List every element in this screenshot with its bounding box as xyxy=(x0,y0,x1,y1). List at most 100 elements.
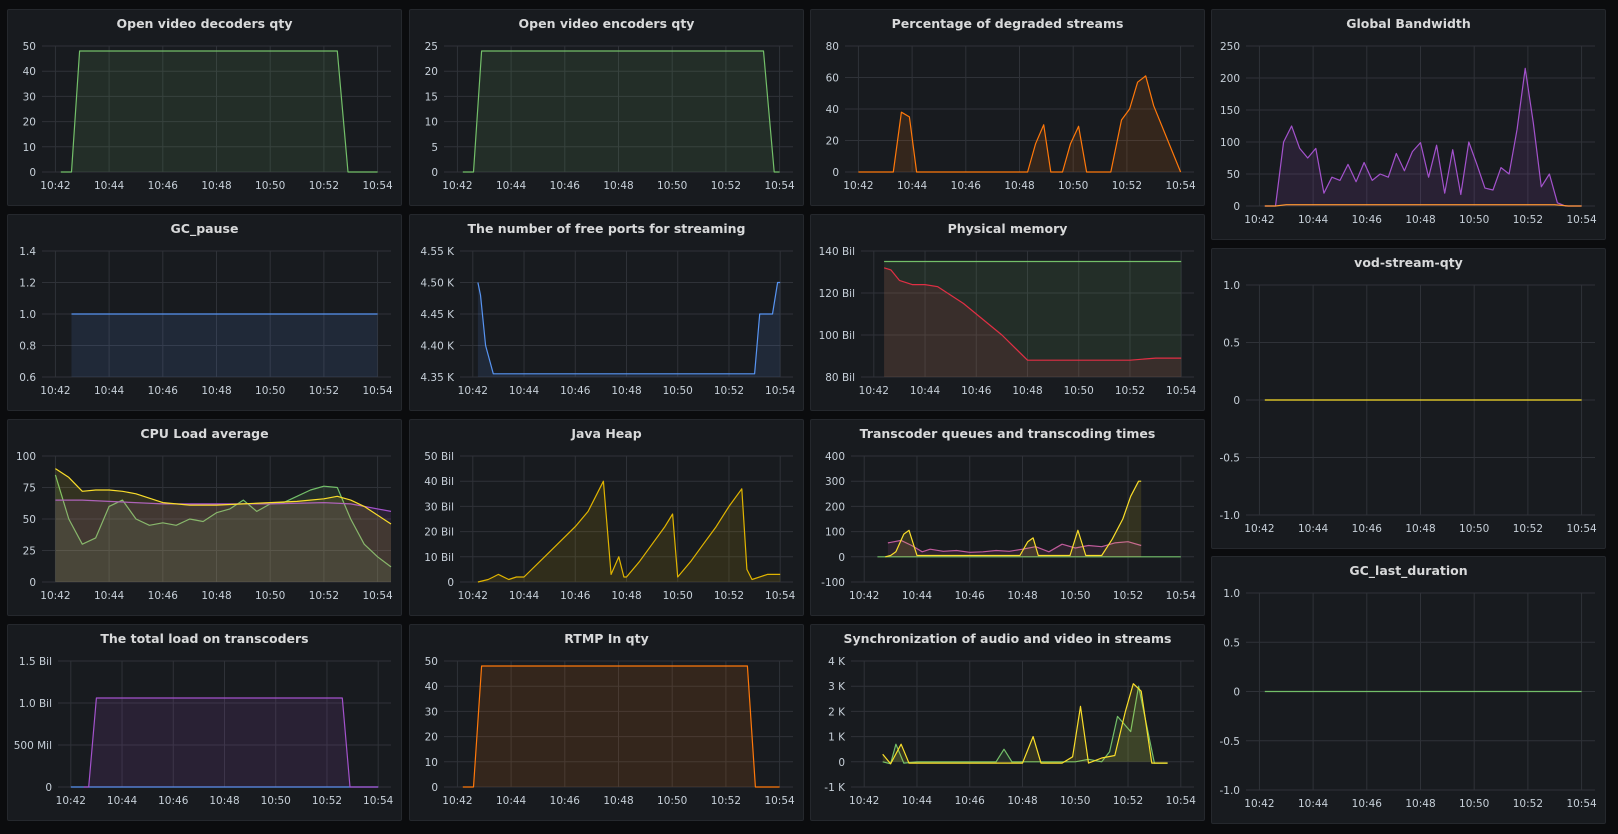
grid xyxy=(42,45,391,173)
x-tick-label: 10:52 xyxy=(714,385,744,397)
panel-title[interactable]: Global Bandwidth xyxy=(1346,16,1471,31)
y-tick-label: 50 xyxy=(1227,169,1240,181)
x-tick-label: 10:52 xyxy=(1513,214,1543,226)
x-tick-label: 10:50 xyxy=(255,590,285,602)
x-tick-label: 10:54 xyxy=(1166,795,1197,807)
y-tick-label: 1.0 xyxy=(1223,280,1240,292)
panel-title[interactable]: Transcoder queues and transcoding times xyxy=(859,426,1156,441)
y-tick-label: 20 xyxy=(425,66,438,78)
x-tick-label: 10:48 xyxy=(603,795,633,807)
series-line-0[interactable] xyxy=(477,480,781,583)
x-tick-label: 10:44 xyxy=(94,590,125,602)
series-line-0[interactable] xyxy=(1264,67,1582,207)
x-tick-label: 10:48 xyxy=(611,385,641,397)
panel-title[interactable]: The number of free ports for streaming xyxy=(467,221,746,236)
x-tick-label: 10:52 xyxy=(309,590,339,602)
y-tick-label: 140 Bil xyxy=(819,246,855,258)
panel-decoders[interactable]: Open video decoders qty 0 10 20 30 40 50 10:42… xyxy=(7,9,402,206)
x-tick-label: 10:42 xyxy=(849,590,879,602)
y-tick-label: -0.5 xyxy=(1220,736,1241,748)
y-tick-label: 0 xyxy=(29,167,36,179)
x-tick-label: 10:42 xyxy=(1244,523,1274,535)
panel-title[interactable]: GC_pause xyxy=(170,221,239,236)
y-tick-label: 50 xyxy=(425,656,438,668)
y-tick-label: 4 K xyxy=(828,656,846,668)
panel-title[interactable]: GC_last_duration xyxy=(1349,563,1468,578)
series-line-0[interactable] xyxy=(882,685,1168,765)
y-tick-label: 30 xyxy=(425,706,438,718)
x-tick-label: 10:42 xyxy=(442,795,472,807)
x-tick-label: 10:54 xyxy=(1566,214,1597,226)
x-tick-label: 10:46 xyxy=(955,590,986,602)
panel-title[interactable]: Physical memory xyxy=(947,221,1068,236)
panel-title[interactable]: Synchronization of audio and video in st… xyxy=(843,631,1172,646)
x-tick-label: 10:52 xyxy=(714,590,744,602)
y-tick-label: -0.5 xyxy=(1220,453,1241,465)
series-line-2[interactable] xyxy=(55,468,392,525)
x-tick-label: 10:54 xyxy=(362,180,393,192)
panel-gc-pause[interactable]: GC_pause 0.6 0.8 1.0 1.2 1.4 10:42 10:44 10:46 1… xyxy=(7,214,402,411)
panel-transcoder-queues[interactable]: Transcoder queues and transcoding times … xyxy=(810,419,1205,616)
series-line-1[interactable] xyxy=(887,539,1142,553)
panel-encoders[interactable]: Open video encoders qty 0 5 10 15 20 25 10:42 1… xyxy=(409,9,804,206)
panel-gc-last-duration[interactable]: GC_last_duration -1.0 -0.5 0 0.5 1.0 10:42 10:… xyxy=(1211,556,1606,824)
grid xyxy=(861,250,1194,378)
series-line-1[interactable] xyxy=(55,499,392,512)
panel-java-heap[interactable]: Java Heap 0 10 Bil 20 Bil 30 Bil 40 Bil 50 Bi… xyxy=(409,419,804,616)
panel-title[interactable]: Java Heap xyxy=(571,426,642,441)
x-tick-label: 10:46 xyxy=(955,795,986,807)
panel-title[interactable]: The total load on transcoders xyxy=(100,631,309,646)
panel-title[interactable]: RTMP In qty xyxy=(564,631,649,646)
series-line-1[interactable] xyxy=(1264,204,1582,207)
panel-cpu-load[interactable]: CPU Load average 0 25 50 75 100 10:42 10:44 10:… xyxy=(7,419,402,616)
series-line-1[interactable] xyxy=(882,683,1168,765)
y-tick-label: 0 xyxy=(838,552,845,564)
chart-svg: 0.6 0.8 1.0 1.2 1.4 10:42 10:44 10:46 10:48 10:50… xyxy=(19,246,393,397)
series-area-0 xyxy=(462,666,780,787)
x-tick-label: 10:48 xyxy=(1012,385,1042,397)
panel-title[interactable]: Percentage of degraded streams xyxy=(891,16,1124,31)
x-tick-label: 10:46 xyxy=(550,180,581,192)
y-tick-label: -100 xyxy=(821,577,845,589)
panel-title[interactable]: vod-stream-qty xyxy=(1354,255,1463,270)
x-tick-label: 10:44 xyxy=(94,180,125,192)
panel-title[interactable]: Open video encoders qty xyxy=(518,16,695,31)
series-line-2[interactable] xyxy=(885,480,1142,558)
panel-free-ports[interactable]: The number of free ports for streaming 4… xyxy=(409,214,804,411)
y-tick-label: 15 xyxy=(425,91,438,103)
x-tick-label: 10:52 xyxy=(1513,523,1543,535)
panel-total-load[interactable]: The total load on transcoders 0 500 Mil 1.… xyxy=(7,624,402,821)
panel-title[interactable]: CPU Load average xyxy=(140,426,269,441)
panel-av-sync[interactable]: Synchronization of audio and video in st… xyxy=(810,624,1205,821)
y-tick-label: 5 xyxy=(431,142,438,154)
series-line-1[interactable] xyxy=(83,697,379,788)
x-tick-label: 10:42 xyxy=(843,180,873,192)
panel-vod-stream-qty[interactable]: vod-stream-qty -1.0 -0.5 0 0.5 1.0 10:42 10:44… xyxy=(1211,248,1606,549)
series-line-0[interactable] xyxy=(54,474,392,568)
y-tick-label: 100 Bil xyxy=(819,330,855,342)
chart-svg: -1.0 -0.5 0 0.5 1.0 10:42 10:44 10:46 10:48 10:50… xyxy=(1220,588,1598,810)
series-area-1 xyxy=(83,698,379,787)
series-line-0[interactable] xyxy=(858,75,1182,173)
x-tick-label: 10:42 xyxy=(859,385,889,397)
series-line-0[interactable] xyxy=(462,50,780,173)
panel-physical-memory[interactable]: Physical memory 80 Bil 100 Bil 120 Bil 140 … xyxy=(810,214,1205,411)
grid xyxy=(444,45,793,173)
y-tick-label: 4.45 K xyxy=(420,309,455,321)
x-tick-label: 10:42 xyxy=(40,385,70,397)
series-line-0[interactable] xyxy=(477,281,781,375)
y-tick-label: 1.4 xyxy=(19,246,36,258)
panel-global-bandwidth[interactable]: Global Bandwidth 0 50 100 150 200 250 10:42 10:… xyxy=(1211,9,1606,240)
series-line-1[interactable] xyxy=(883,267,1182,361)
y-tick-label: 0 xyxy=(447,577,454,589)
panel-degraded-streams[interactable]: Percentage of degraded streams 0 20 40 60 80… xyxy=(810,9,1205,206)
panel-rtmp-in[interactable]: RTMP In qty 0 10 20 30 40 50 10:42 10:44 10:46 10… xyxy=(409,624,804,821)
x-tick-label: 10:50 xyxy=(255,385,285,397)
y-tick-label: -1.0 xyxy=(1220,510,1241,522)
series-line-0[interactable] xyxy=(60,50,378,173)
y-tick-label: 150 xyxy=(1220,105,1240,117)
series-area-2 xyxy=(55,468,392,582)
x-tick-label: 10:48 xyxy=(201,590,231,602)
series-line-0[interactable] xyxy=(462,665,780,788)
panel-title[interactable]: Open video decoders qty xyxy=(116,16,293,31)
